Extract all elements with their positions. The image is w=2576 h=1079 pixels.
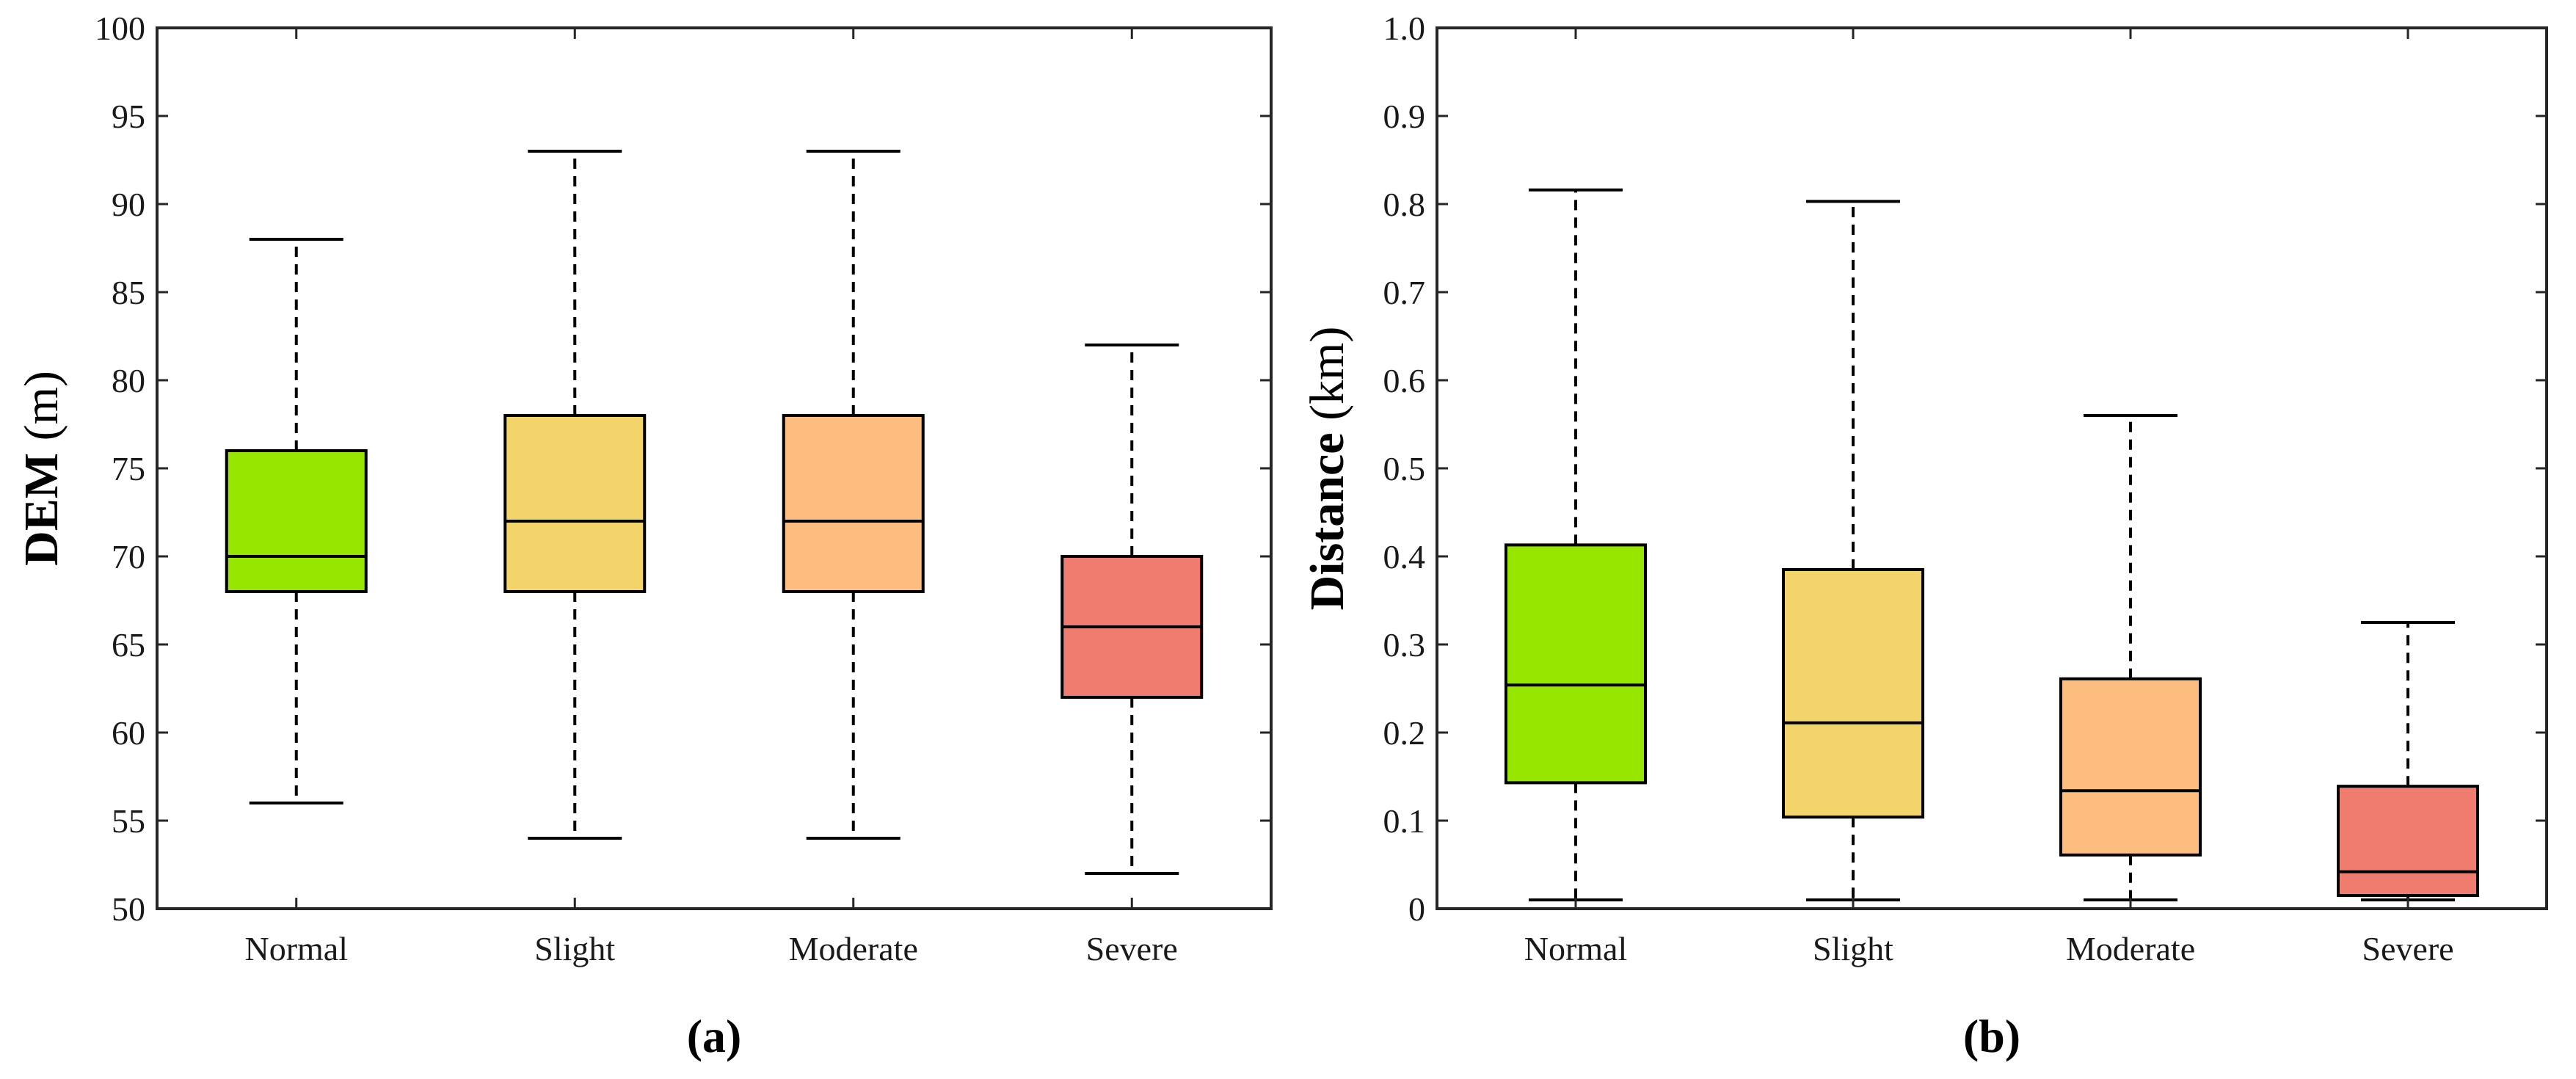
y-tick-label: 50 [112, 890, 145, 928]
panel-label: (b) [1963, 1010, 2020, 1062]
box-moderate [782, 150, 925, 840]
dem-box-plot-panel: 50 55 60 65 70 75 80 85 90 95 100 Normal Slight Moder… [15, 10, 1273, 1062]
y-tick-label: 0.4 [1383, 538, 1426, 575]
x-tick-label: Slight [1813, 930, 1893, 967]
y-tick-label: 0.5 [1383, 450, 1426, 487]
y-tick-label: 0.2 [1383, 714, 1426, 752]
iqr-box [2059, 677, 2202, 857]
y-axis-title: DEM (m) [15, 371, 68, 566]
x-tick-label: Severe [1086, 930, 1178, 967]
y-tick-label: 0.1 [1383, 802, 1426, 840]
y-tick-label: 0.3 [1383, 626, 1426, 664]
iqr-box [2337, 785, 2479, 897]
box-normal [1505, 188, 1647, 901]
y-tick-label: 85 [112, 274, 145, 311]
y-tick-label: 55 [112, 802, 145, 840]
iqr-box [225, 449, 368, 593]
box-slight [503, 150, 647, 840]
x-tick-label: Normal [244, 930, 348, 967]
y-tick-label: 95 [112, 98, 145, 135]
y-axis-title-unit: (km) [1300, 327, 1354, 433]
iqr-box [1782, 568, 1924, 819]
y-tick-label: 90 [112, 186, 145, 223]
y-axis-title-name: Distance [1300, 432, 1354, 610]
x-tick-label: Slight [534, 930, 615, 967]
x-tick-label: Normal [1524, 930, 1628, 967]
y-tick-label: 0.7 [1383, 274, 1426, 311]
x-tick-label: Severe [2362, 930, 2453, 967]
y-tick-label: 0.8 [1383, 186, 1426, 223]
y-tick-label: 0.6 [1383, 362, 1426, 399]
y-tick-label: 60 [112, 714, 145, 752]
y-tick-label: 80 [112, 362, 145, 399]
y-tick-label: 1.0 [1383, 10, 1426, 47]
x-tick-label: Moderate [789, 930, 918, 967]
box-severe [2337, 621, 2479, 901]
x-tick-label: Moderate [2066, 930, 2195, 967]
y-tick-label: 75 [112, 450, 145, 487]
y-axis-title: Distance (km) [1300, 327, 1354, 611]
box-severe [1060, 344, 1204, 875]
y-tick-label: 0.9 [1383, 98, 1426, 135]
box-moderate [2059, 414, 2202, 901]
box-slight [1782, 200, 1924, 901]
y-tick-label: 100 [95, 10, 145, 47]
iqr-box [1505, 543, 1647, 785]
y-tick-label: 0 [1408, 890, 1425, 928]
iqr-box [503, 414, 647, 593]
y-axis-title-unit: (m) [15, 371, 68, 453]
y-tick-label: 70 [112, 538, 145, 575]
distance-box-plot-panel: 0 0.1 0.2 0.3 0.4 0.5 0.6 0.7 0.8 0.9 1.0 Normal Sli… [1300, 10, 2548, 1062]
box-normal [225, 238, 368, 804]
y-axis-title-name: DEM [15, 453, 68, 566]
panel-label: (a) [687, 1010, 742, 1062]
iqr-box [782, 414, 925, 593]
y-tick-label: 65 [112, 626, 145, 664]
